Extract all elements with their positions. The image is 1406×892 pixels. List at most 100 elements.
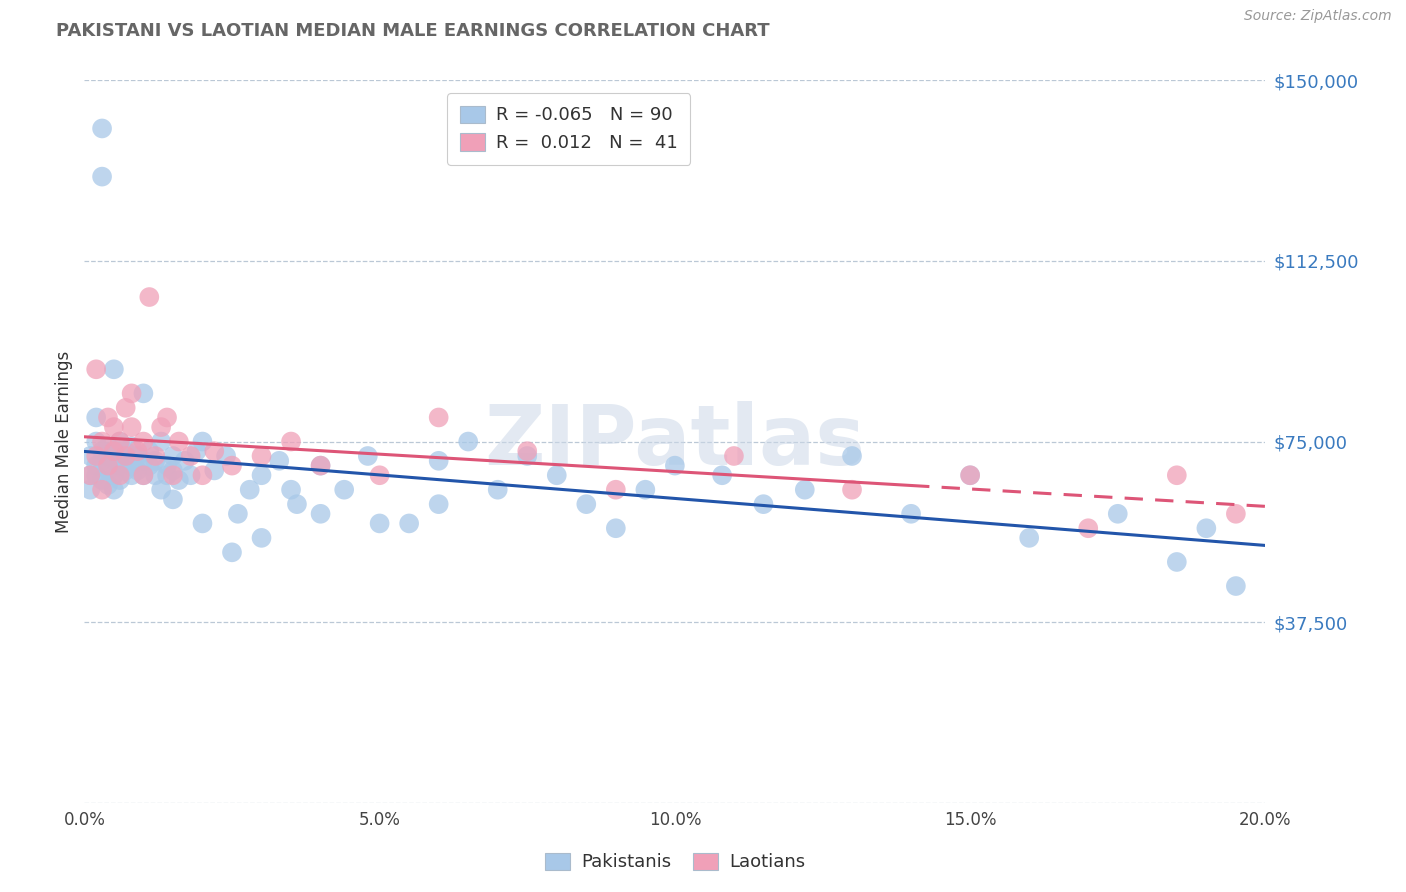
Point [97, 463, 120, 477]
Point [138, 290, 160, 304]
Point [239, 483, 262, 497]
Point [91, 169, 114, 184]
Point [398, 516, 420, 531]
Point [280, 483, 302, 497]
Point [546, 468, 568, 483]
Point [605, 483, 627, 497]
Point [91, 483, 114, 497]
Point [793, 483, 815, 497]
Point [250, 449, 273, 463]
Point [215, 449, 238, 463]
Text: ZIPatlas: ZIPatlas [485, 401, 865, 482]
Point [127, 449, 149, 463]
Point [108, 468, 131, 483]
Point [108, 458, 131, 473]
Point [202, 444, 225, 458]
Point [250, 468, 273, 483]
Point [84, 449, 107, 463]
Point [132, 468, 155, 483]
Point [368, 516, 391, 531]
Point [516, 444, 538, 458]
Point [900, 507, 922, 521]
Point [121, 468, 143, 483]
Point [486, 483, 509, 497]
Point [103, 444, 125, 458]
Point [127, 444, 149, 458]
Point [202, 463, 225, 477]
Point [108, 473, 131, 487]
Point [79, 449, 101, 463]
Point [91, 121, 114, 136]
Point [143, 449, 166, 463]
Point [156, 468, 179, 483]
Point [121, 420, 143, 434]
Point [127, 463, 149, 477]
Point [114, 454, 136, 468]
Point [103, 362, 125, 376]
Point [180, 449, 202, 463]
Point [103, 483, 125, 497]
Point [752, 497, 775, 511]
Point [457, 434, 479, 449]
Point [114, 401, 136, 415]
Point [1018, 531, 1040, 545]
Point [143, 454, 166, 468]
Point [723, 449, 745, 463]
Point [285, 497, 308, 511]
Point [841, 483, 863, 497]
Point [191, 434, 214, 449]
Point [97, 458, 120, 473]
Point [79, 468, 101, 483]
Point [162, 463, 184, 477]
Point [91, 454, 114, 468]
Point [79, 468, 101, 483]
Point [167, 473, 190, 487]
Point [221, 458, 243, 473]
Point [959, 468, 981, 483]
Point [91, 444, 114, 458]
Point [221, 545, 243, 559]
Point [575, 497, 598, 511]
Point [841, 449, 863, 463]
Point [357, 449, 380, 463]
Point [121, 458, 143, 473]
Point [103, 420, 125, 434]
Point [180, 468, 202, 483]
Point [132, 386, 155, 401]
Point [108, 434, 131, 449]
Point [959, 468, 981, 483]
Y-axis label: Median Male Earnings: Median Male Earnings [55, 351, 73, 533]
Point [167, 434, 190, 449]
Point [121, 386, 143, 401]
Point [84, 468, 107, 483]
Point [1225, 579, 1247, 593]
Point [91, 473, 114, 487]
Point [108, 434, 131, 449]
Point [114, 463, 136, 477]
Point [103, 468, 125, 483]
Point [97, 449, 120, 463]
Point [150, 483, 173, 497]
Point [309, 458, 332, 473]
Point [1166, 468, 1188, 483]
Point [1166, 555, 1188, 569]
Point [162, 468, 184, 483]
Point [333, 483, 356, 497]
Point [634, 483, 657, 497]
Point [121, 439, 143, 453]
Point [427, 454, 450, 468]
Point [143, 468, 166, 483]
Point [103, 444, 125, 458]
Point [84, 434, 107, 449]
Point [156, 410, 179, 425]
Point [605, 521, 627, 535]
Point [162, 449, 184, 463]
Point [1077, 521, 1099, 535]
Point [226, 507, 249, 521]
Point [309, 507, 332, 521]
Point [1225, 507, 1247, 521]
Point [138, 444, 160, 458]
Point [250, 531, 273, 545]
Point [711, 468, 734, 483]
Point [427, 497, 450, 511]
